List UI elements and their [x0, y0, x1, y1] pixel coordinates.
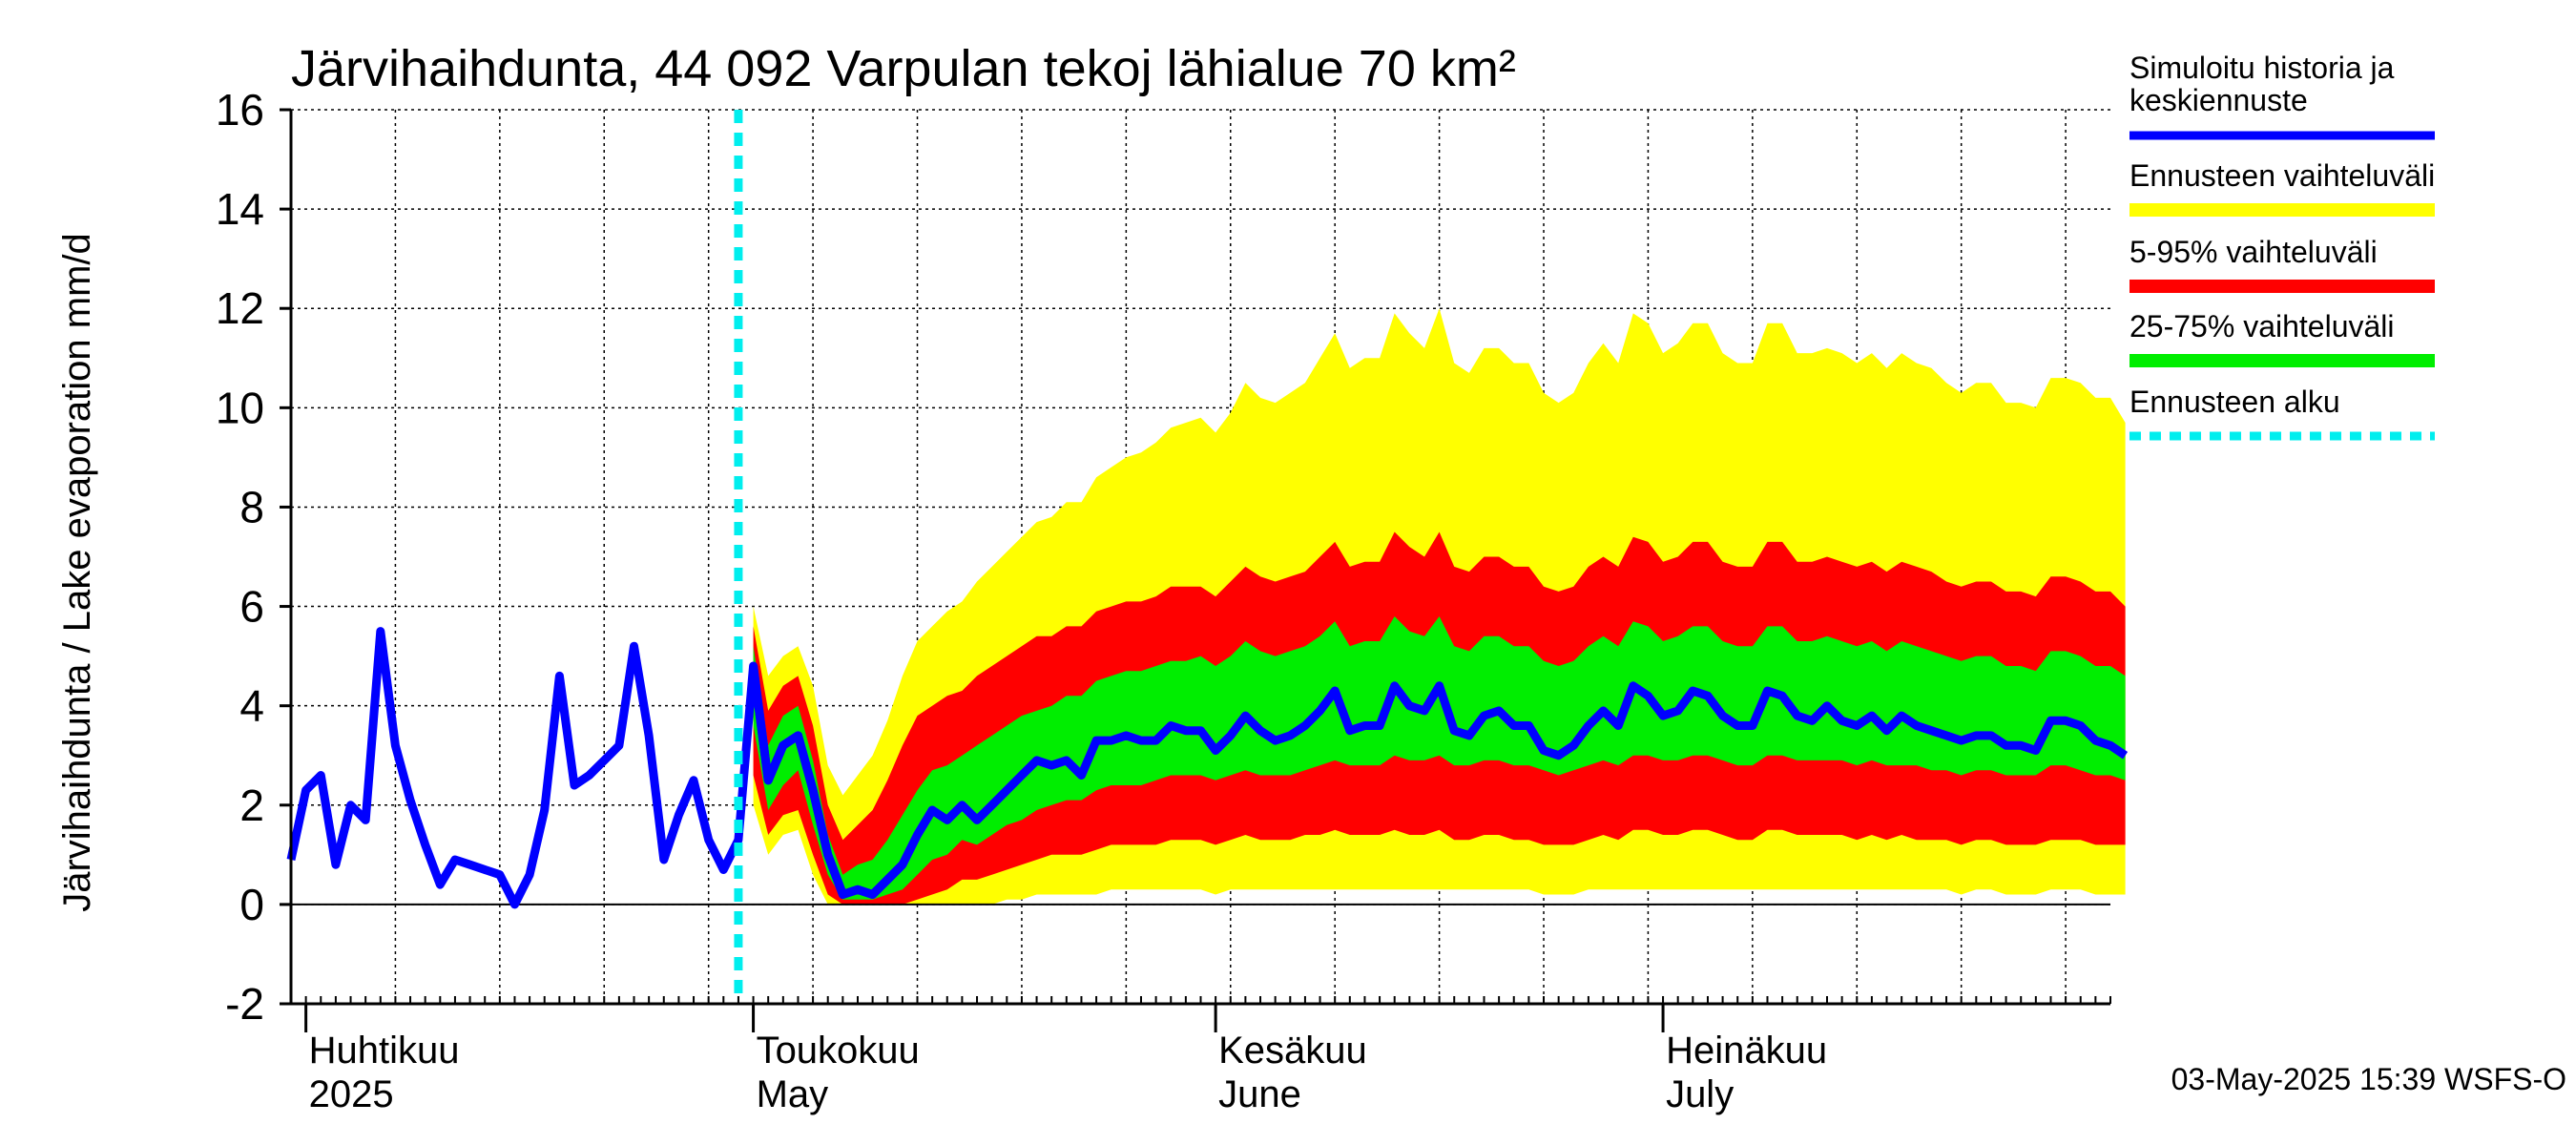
y-tick-label: 12 — [216, 283, 264, 333]
month-label-en: 2025 — [309, 1073, 394, 1115]
y-axis-label: Järvihaihdunta / Lake evaporation mm/d — [56, 233, 98, 912]
legend-label: keskiennuste — [2129, 83, 2308, 117]
y-tick-label: 10 — [216, 383, 264, 432]
month-label-en: May — [757, 1073, 829, 1115]
month-label-fi: Huhtikuu — [309, 1030, 460, 1072]
y-tick-label: 0 — [239, 880, 264, 929]
footer-timestamp: 03-May-2025 15:39 WSFS-O — [2171, 1062, 2566, 1096]
y-tick-label: 2 — [239, 781, 264, 830]
series-median-line — [749, 665, 2129, 899]
y-tick-label: 16 — [216, 85, 264, 135]
band-25-75 — [753, 616, 2126, 900]
month-label-en: June — [1218, 1073, 1301, 1115]
legend-label: Ennusteen alku — [2129, 385, 2340, 419]
y-tick-label: 14 — [216, 184, 264, 234]
legend-label: Ennusteen vaihteluväli — [2129, 158, 2435, 193]
month-label-fi: Kesäkuu — [1218, 1030, 1367, 1072]
month-label-fi: Heinäkuu — [1666, 1030, 1827, 1072]
y-tick-label: -2 — [225, 979, 264, 1029]
month-label-en: July — [1666, 1073, 1734, 1115]
y-tick-label: 8 — [239, 482, 264, 531]
chart-title: Järvihaihdunta, 44 092 Varpulan tekoj lä… — [291, 40, 1516, 97]
legend-label: Simuloitu historia ja — [2129, 51, 2395, 85]
y-tick-label: 6 — [239, 582, 264, 632]
legend-label: 25-75% vaihteluväli — [2129, 309, 2395, 344]
y-tick-label: 4 — [239, 681, 264, 731]
month-label-fi: Toukokuu — [757, 1030, 920, 1072]
legend-label: 5-95% vaihteluväli — [2129, 235, 2378, 269]
